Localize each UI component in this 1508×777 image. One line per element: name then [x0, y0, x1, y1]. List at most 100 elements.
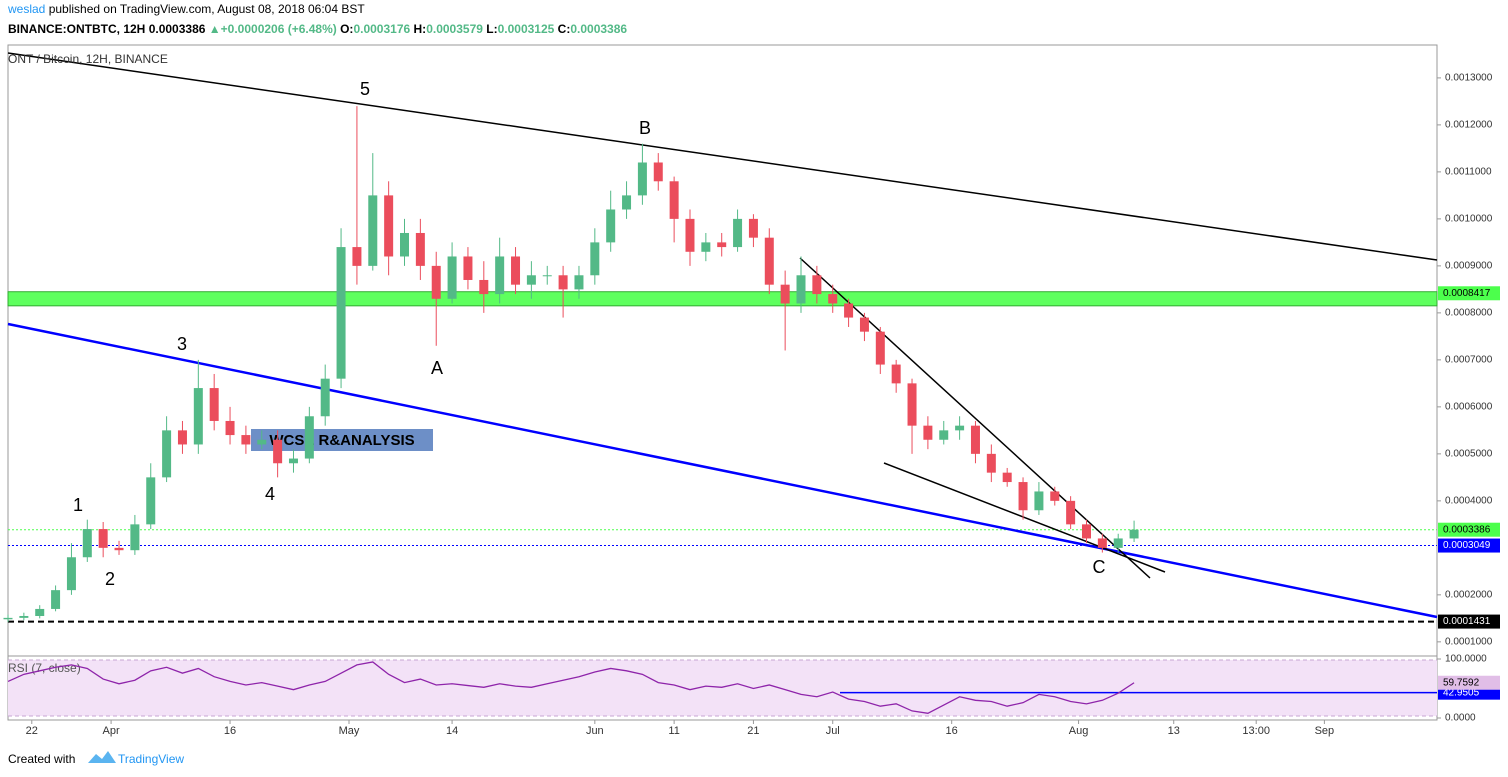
y-tick-label: 0.0001000 [1445, 636, 1493, 647]
candle-body [717, 242, 727, 248]
candle-body [98, 529, 108, 548]
last: 0.0003386 [148, 22, 206, 36]
candle-body [51, 590, 61, 609]
y-tick-label: 0.0007000 [1445, 355, 1493, 366]
candle-body [495, 256, 505, 295]
published: published on TradingView.com, August 08,… [48, 2, 365, 16]
candle-body [19, 615, 29, 618]
y-tick-label: 0.0004000 [1445, 495, 1493, 506]
x-tick-label: May [339, 725, 360, 737]
wave-label: 5 [360, 79, 370, 99]
candle-body [637, 162, 647, 196]
rsi-line [7, 661, 1135, 714]
candle-body [66, 557, 76, 591]
candle-body [511, 256, 521, 285]
candle-body [859, 317, 869, 332]
price-label: 0.0001431 [1443, 616, 1491, 627]
candle-body [970, 425, 980, 454]
banner-text: WCSE R&ANALYSIS [269, 432, 414, 449]
x-tick-label: 16 [946, 725, 958, 737]
candle-body [669, 181, 679, 219]
x-tick-label: Apr [103, 725, 120, 737]
candle-body [748, 218, 758, 238]
candle-body [986, 453, 996, 473]
candle-body [225, 420, 235, 436]
candle-body [479, 279, 489, 295]
candle-body [1018, 482, 1028, 511]
x-tick-label: Jun [586, 725, 604, 737]
candle-body [891, 364, 901, 384]
candle-body [764, 237, 774, 285]
candle-body [368, 195, 378, 266]
x-tick-label: Jul [826, 725, 840, 737]
y-tick-label: 0.0000 [1445, 713, 1476, 724]
candle-body [336, 247, 346, 379]
x-tick-label: 13 [1168, 725, 1180, 737]
wave-label: A [431, 358, 443, 378]
price-label-box [1438, 522, 1500, 537]
y-tick-label: 0.0012000 [1445, 120, 1493, 131]
candle-body [526, 275, 536, 285]
candle-body [733, 218, 743, 248]
y-tick-label: 0.0006000 [1445, 402, 1493, 413]
y-tick-label: 0.0009000 [1445, 261, 1493, 272]
author[interactable]: weslad [8, 2, 46, 16]
l-label: L: [486, 22, 498, 36]
c-label: C: [557, 22, 571, 36]
footer-brand[interactable]: TradingView [118, 752, 184, 766]
o: 0.0003176 [353, 22, 411, 36]
candle-body [3, 617, 13, 620]
x-tick-label: 21 [747, 725, 759, 737]
l: 0.0003125 [497, 22, 555, 36]
price-label: 0.0003049 [1443, 540, 1491, 551]
y-tick-label: 0.0010000 [1445, 214, 1493, 225]
candle-body [622, 195, 632, 210]
candle-body [400, 232, 410, 257]
candle-body [653, 162, 663, 182]
candle-body [812, 275, 822, 295]
logo [88, 751, 116, 763]
price-label: 0.0008417 [1443, 288, 1491, 299]
x-tick-label: 16 [224, 725, 236, 737]
candle-body [288, 458, 298, 464]
candle-body [320, 378, 330, 417]
candle-body [1129, 529, 1139, 539]
candle-body [162, 430, 172, 478]
candle-body [241, 435, 251, 445]
banner [251, 429, 433, 451]
rsi-last-label: 59.7592 [1443, 677, 1480, 688]
rsi-level-label: 42.9505 [1443, 687, 1480, 698]
candle-body [257, 439, 267, 445]
candle-body [542, 275, 552, 277]
y-tick-label: 0.0011000 [1445, 167, 1492, 178]
x-tick-label: 22 [26, 725, 38, 737]
rsi-band [8, 660, 1437, 716]
candle-body [875, 331, 885, 365]
rsi-last-box [1438, 675, 1500, 690]
frame [7, 44, 1438, 721]
candle-body [606, 209, 616, 243]
candle-body [1097, 538, 1107, 548]
change: +0.0000206 (+6.48%) [220, 22, 337, 36]
price-label-box [1438, 286, 1500, 301]
candle-body [955, 425, 965, 431]
candle-body [1066, 500, 1076, 525]
candle-body [384, 195, 394, 257]
y-tick-label: 0.0008000 [1445, 308, 1493, 319]
zone [7, 291, 1438, 307]
wave-label: C [1093, 557, 1106, 577]
candle-body [1113, 538, 1123, 548]
candle-body [447, 256, 457, 299]
candle-body [796, 275, 806, 304]
candle-body [352, 247, 362, 266]
rsi-title: RSI (7, close) [8, 661, 81, 675]
candle-body [1034, 491, 1044, 511]
header-line: weslad published on TradingView.com, Aug… [8, 2, 365, 16]
candle-body [415, 232, 425, 266]
candle-body [590, 242, 600, 276]
x-tick-label: Aug [1069, 725, 1089, 737]
candle-body [939, 430, 949, 440]
candle-body [273, 439, 283, 464]
trend-line [799, 257, 1151, 579]
